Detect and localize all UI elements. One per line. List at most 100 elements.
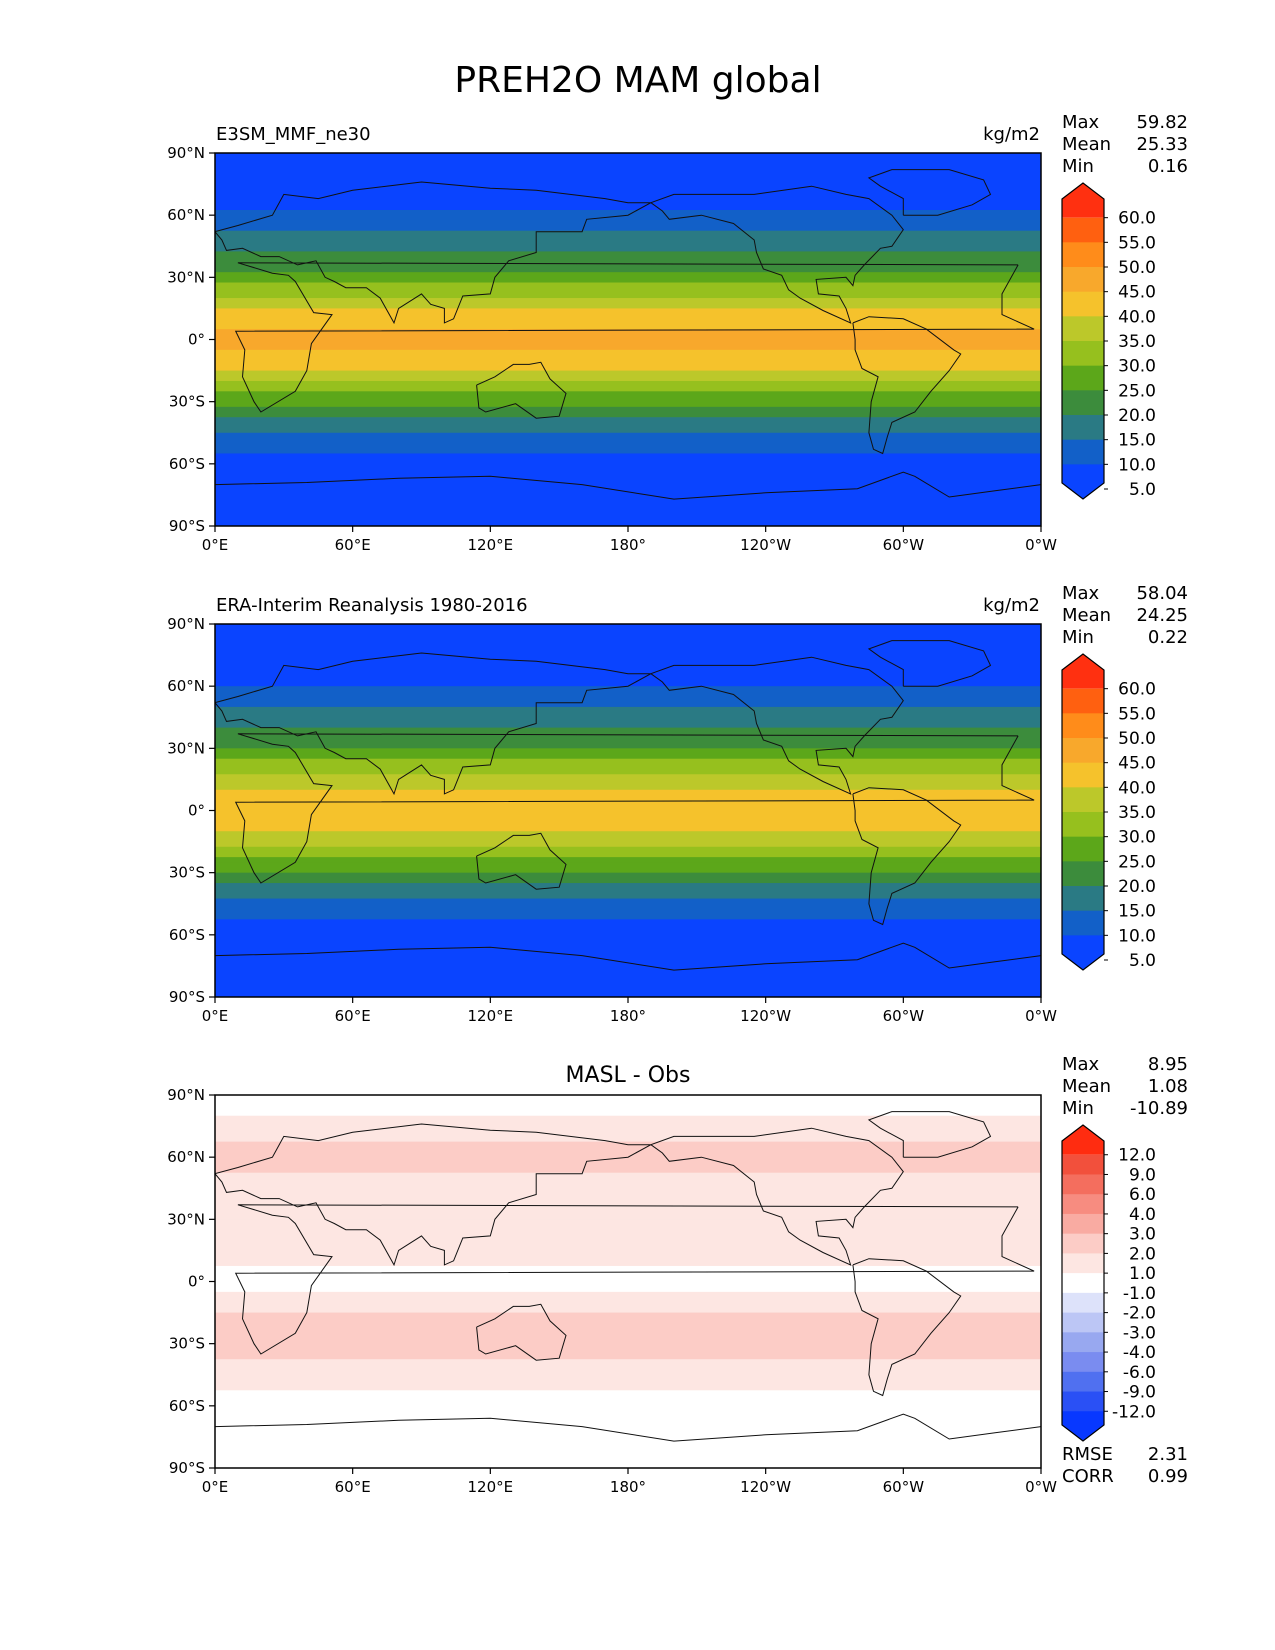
field-band: [215, 437, 1041, 444]
coastline-4: [650, 185, 904, 324]
field-band: [215, 1234, 1041, 1241]
colorbar-segment: [1062, 787, 1104, 813]
field-band: [215, 691, 1041, 698]
colorbar-tick-label: -3.0: [1123, 1323, 1156, 1343]
lon-tick-label: 0°E: [202, 1007, 229, 1025]
panel-title: MASL - Obs: [566, 1063, 691, 1088]
field-band: [215, 753, 1041, 760]
field-band: [215, 732, 1041, 739]
colorbar-segment: [1062, 713, 1104, 739]
colorbar-segment: [1062, 316, 1104, 342]
stat-value: 25.33: [1136, 134, 1188, 155]
field-band: [215, 1426, 1041, 1433]
colorbar-tick-label: 1.0: [1129, 1264, 1156, 1284]
field-band: [215, 292, 1041, 299]
field-band: [215, 246, 1041, 253]
colorbar-segment: [1062, 935, 1104, 970]
colorbar-segment: [1062, 1312, 1104, 1333]
field-band: [215, 1322, 1041, 1329]
lat-tick-label: 30°N: [167, 268, 205, 286]
colorbar-tick-label: 50.0: [1118, 258, 1156, 278]
lon-tick-label: 0°E: [202, 536, 229, 554]
colorbar-segment: [1062, 688, 1104, 714]
field-band: [215, 484, 1041, 491]
colorbar-tick-label: 15.0: [1118, 431, 1156, 451]
colorbar-segment: [1062, 242, 1104, 268]
field-band: [215, 365, 1041, 372]
lon-tick-label: 120°E: [468, 1007, 514, 1025]
field-band: [215, 1281, 1041, 1288]
coastline-7: [215, 471, 1041, 500]
field-band: [215, 976, 1041, 983]
lat-tick-label: 0°: [188, 331, 205, 349]
field-band: [215, 251, 1041, 258]
field-band: [215, 1400, 1041, 1407]
colorbar-tick-label: 40.0: [1118, 778, 1156, 798]
field-band: [215, 277, 1041, 284]
panel-units: kg/m2: [983, 124, 1040, 145]
coastline-3: [476, 1303, 567, 1361]
lat-tick-label: 0°: [188, 1273, 205, 1291]
colorbar-outline: [1061, 653, 1105, 971]
colorbar-tick-label: 45.0: [1118, 754, 1156, 774]
stat-label: Max: [1062, 112, 1100, 133]
field-band: [215, 660, 1041, 667]
field-band: [215, 701, 1041, 708]
colorbar-tick-label: 60.0: [1118, 209, 1156, 229]
stat-label: Mean: [1062, 1076, 1111, 1097]
field-band: [215, 520, 1041, 526]
field-band: [215, 178, 1041, 185]
field-band: [215, 194, 1041, 201]
colorbar-segment: [1062, 365, 1104, 391]
coastline-7: [215, 1413, 1041, 1442]
colorbar-tick-label: 40.0: [1118, 307, 1156, 327]
colorbar-segment: [1062, 1352, 1104, 1373]
colorbar-segment: [1062, 464, 1104, 499]
colorbar-segment: [1062, 1233, 1104, 1254]
field-band: [215, 1462, 1041, 1468]
coastline-6: [867, 640, 992, 687]
colorbar-tick-label: 25.0: [1118, 381, 1156, 401]
stat-value: 0.22: [1148, 627, 1188, 648]
field-band: [215, 934, 1041, 941]
field-band: [215, 940, 1041, 946]
colorbar-tick-label: 25.0: [1118, 852, 1156, 872]
coastline-6: [867, 1111, 992, 1158]
stat-value: 24.25: [1136, 605, 1188, 626]
field-bands: [215, 624, 1041, 997]
field-band: [215, 303, 1041, 310]
lon-tick-label: 120°W: [740, 1478, 791, 1496]
colorbar-segment: [1062, 1391, 1104, 1412]
colorbar-segment: [1062, 1253, 1104, 1274]
field-band: [215, 1276, 1041, 1283]
lat-tick-label: 90°N: [167, 615, 205, 633]
field-band: [215, 396, 1041, 403]
field-band: [215, 412, 1041, 418]
field-band: [215, 908, 1041, 915]
lat-tick-label: 60°N: [167, 206, 205, 224]
field-band: [215, 815, 1041, 822]
colorbar-segment: [1062, 836, 1104, 862]
field-band: [215, 1265, 1041, 1272]
field-band: [215, 220, 1041, 227]
field-band: [215, 971, 1041, 977]
field-band: [215, 629, 1041, 635]
field-band: [215, 1328, 1041, 1334]
field-band: [215, 1219, 1041, 1226]
colorbar-tick-label: -4.0: [1123, 1343, 1156, 1363]
lon-tick-label: 60°E: [335, 1478, 371, 1496]
coastlines: [215, 1111, 1041, 1442]
field-band: [215, 1198, 1041, 1205]
lon-tick-label: 60°W: [883, 536, 925, 554]
colorbar-tick-label: 9.0: [1129, 1165, 1156, 1185]
field-band: [215, 1359, 1041, 1365]
field-band: [215, 727, 1041, 734]
field-band: [215, 1385, 1041, 1391]
colorbar-tick-label: 3.0: [1129, 1225, 1156, 1245]
field-band: [215, 805, 1041, 812]
field-band: [215, 1271, 1041, 1277]
colorbar-tick-label: 50.0: [1118, 729, 1156, 749]
lat-tick-label: 30°S: [169, 393, 205, 411]
field-band: [215, 168, 1041, 175]
lon-tick-label: 0°W: [1025, 1007, 1057, 1025]
